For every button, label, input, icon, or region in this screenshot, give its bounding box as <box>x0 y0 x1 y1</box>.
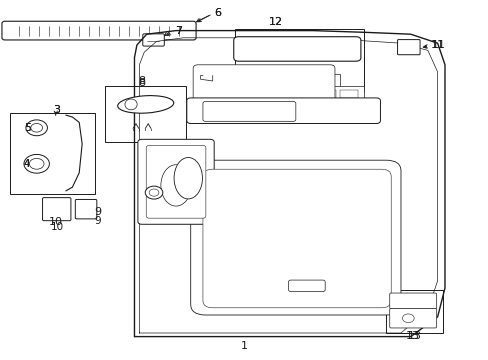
FancyBboxPatch shape <box>193 65 334 103</box>
Bar <box>10 113 95 194</box>
Circle shape <box>402 314 413 323</box>
Bar <box>289 76 308 92</box>
FancyBboxPatch shape <box>389 309 436 328</box>
Bar <box>399 47 406 52</box>
Text: 9: 9 <box>94 216 101 226</box>
FancyBboxPatch shape <box>75 199 97 219</box>
FancyBboxPatch shape <box>42 198 71 221</box>
Text: 3: 3 <box>53 105 60 115</box>
Text: 12: 12 <box>269 17 283 27</box>
Text: 13: 13 <box>407 331 421 341</box>
Bar <box>339 100 358 108</box>
Bar <box>317 90 336 98</box>
Text: 2: 2 <box>150 195 157 205</box>
Circle shape <box>26 120 47 136</box>
Text: 11: 11 <box>431 40 445 50</box>
Text: 6: 6 <box>214 8 221 18</box>
Bar <box>234 29 364 92</box>
Text: 13: 13 <box>406 331 419 341</box>
Bar <box>264 74 339 94</box>
Circle shape <box>24 154 49 173</box>
Text: 1: 1 <box>241 341 247 351</box>
Text: 7: 7 <box>175 26 182 36</box>
Circle shape <box>29 158 44 169</box>
Text: 8: 8 <box>138 76 145 86</box>
Text: 5: 5 <box>24 123 31 133</box>
Bar <box>408 47 415 52</box>
Text: 8: 8 <box>138 78 145 88</box>
FancyBboxPatch shape <box>2 21 196 40</box>
FancyBboxPatch shape <box>203 169 390 308</box>
Ellipse shape <box>161 165 191 206</box>
Text: 3: 3 <box>53 105 60 115</box>
FancyBboxPatch shape <box>397 40 419 55</box>
FancyBboxPatch shape <box>142 34 164 46</box>
Text: 11: 11 <box>430 40 444 50</box>
Circle shape <box>145 186 163 199</box>
Ellipse shape <box>118 96 173 113</box>
Bar <box>105 86 185 142</box>
Bar <box>295 100 314 108</box>
Bar <box>46 203 55 217</box>
Bar <box>79 205 93 216</box>
Text: 10: 10 <box>51 222 64 232</box>
Bar <box>393 297 406 306</box>
Text: 2: 2 <box>150 195 157 205</box>
Bar <box>386 290 442 333</box>
Bar <box>408 297 420 306</box>
Bar <box>266 76 285 92</box>
FancyBboxPatch shape <box>138 139 214 224</box>
FancyBboxPatch shape <box>233 37 360 61</box>
Circle shape <box>31 123 42 132</box>
Text: 10: 10 <box>49 217 63 228</box>
Circle shape <box>149 189 159 196</box>
Bar <box>392 315 403 325</box>
Bar <box>293 86 364 110</box>
Text: 4: 4 <box>24 159 30 169</box>
FancyBboxPatch shape <box>389 293 436 309</box>
Text: 4: 4 <box>23 159 30 169</box>
Bar <box>317 100 336 108</box>
Ellipse shape <box>125 99 137 110</box>
FancyBboxPatch shape <box>203 102 295 121</box>
FancyBboxPatch shape <box>146 145 205 218</box>
Text: 9: 9 <box>94 207 101 217</box>
Text: 12: 12 <box>269 17 283 27</box>
Ellipse shape <box>174 158 202 199</box>
Bar <box>58 203 66 217</box>
Text: 5: 5 <box>25 123 31 133</box>
Text: 6: 6 <box>214 8 221 18</box>
Bar <box>339 90 358 98</box>
FancyBboxPatch shape <box>186 98 380 123</box>
Bar <box>313 76 331 92</box>
Text: 7: 7 <box>175 26 182 36</box>
FancyBboxPatch shape <box>190 160 400 315</box>
FancyBboxPatch shape <box>288 280 325 292</box>
Bar <box>295 90 314 98</box>
